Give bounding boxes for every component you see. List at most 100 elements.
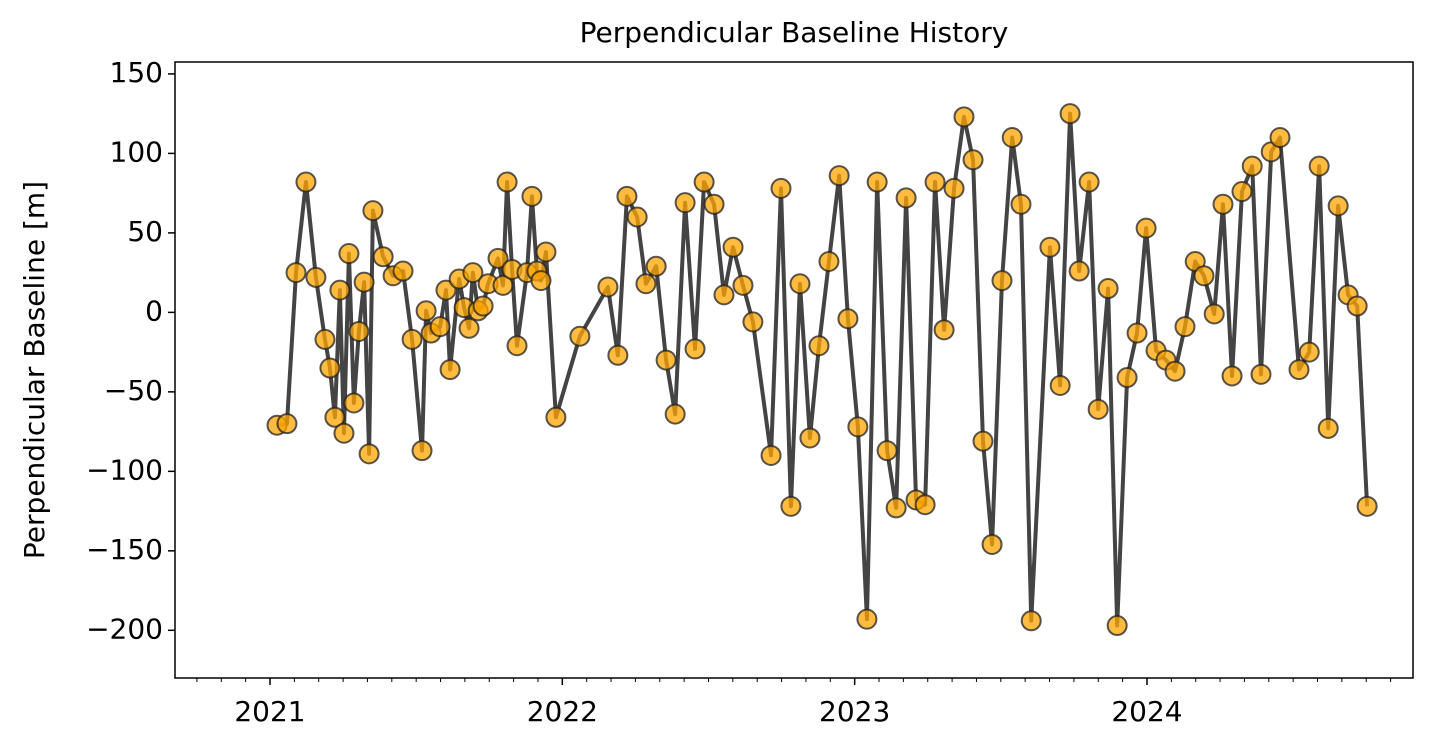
data-point xyxy=(1203,303,1225,325)
data-point xyxy=(305,266,327,288)
data-point xyxy=(1135,217,1157,239)
data-point xyxy=(1010,193,1032,215)
data-point xyxy=(742,311,764,333)
data-point xyxy=(1212,193,1234,215)
data-point xyxy=(429,316,451,338)
data-point xyxy=(530,270,552,292)
data-point xyxy=(506,335,528,357)
data-point xyxy=(895,187,917,209)
data-point xyxy=(439,359,461,381)
data-point xyxy=(492,274,514,296)
data-point xyxy=(295,171,317,193)
data-point xyxy=(338,243,360,265)
data-point xyxy=(1164,360,1186,382)
data-point xyxy=(1126,322,1148,344)
data-point xyxy=(401,328,423,350)
data-point xyxy=(684,338,706,360)
data-point xyxy=(799,427,821,449)
data-point xyxy=(1116,367,1138,389)
data-point xyxy=(828,165,850,187)
y-tick-label: 0 xyxy=(145,294,163,327)
data-point xyxy=(981,533,1003,555)
y-tick-label: −200 xyxy=(86,612,163,645)
data-point xyxy=(1317,417,1339,439)
data-point xyxy=(943,177,965,199)
data-point xyxy=(1174,316,1196,338)
data-point xyxy=(808,335,830,357)
data-point xyxy=(462,262,484,284)
data-point xyxy=(324,406,346,428)
data-point xyxy=(818,251,840,273)
data-point xyxy=(496,171,518,193)
data-point xyxy=(343,392,365,414)
data-point xyxy=(458,317,480,339)
data-point xyxy=(885,497,907,519)
data-point xyxy=(1221,365,1243,387)
data-point xyxy=(1346,295,1368,317)
data-point xyxy=(1241,155,1263,177)
data-point xyxy=(1269,127,1291,149)
data-point xyxy=(1087,398,1109,420)
data-point xyxy=(285,262,307,284)
data-point xyxy=(856,608,878,630)
data-point xyxy=(1250,363,1272,385)
data-point xyxy=(1308,155,1330,177)
y-tick-label: −150 xyxy=(86,533,163,566)
data-point xyxy=(1078,171,1100,193)
data-point xyxy=(953,106,975,128)
data-point xyxy=(789,273,811,295)
data-point xyxy=(1193,265,1215,287)
data-point xyxy=(569,325,591,347)
data-point xyxy=(1356,495,1378,517)
data-point xyxy=(372,246,394,268)
data-point xyxy=(616,185,638,207)
y-tick-label: 150 xyxy=(110,56,163,89)
data-point xyxy=(760,444,782,466)
data-point xyxy=(1068,260,1090,282)
data-point xyxy=(626,206,648,228)
chart-title: Perpendicular Baseline History xyxy=(580,16,1009,49)
data-point xyxy=(1020,610,1042,632)
data-point xyxy=(693,171,715,193)
x-tick-label: 2022 xyxy=(527,695,598,728)
data-point xyxy=(962,149,984,171)
plot-frame xyxy=(174,61,1414,679)
data-point xyxy=(276,413,298,435)
data-point xyxy=(597,276,619,298)
data-point xyxy=(713,284,735,306)
data-point xyxy=(411,440,433,462)
data-point xyxy=(392,260,414,282)
x-tick-label: 2021 xyxy=(234,695,305,728)
data-point xyxy=(635,273,657,295)
data-point xyxy=(674,192,696,214)
data-point xyxy=(521,185,543,207)
data-point xyxy=(924,171,946,193)
data-point xyxy=(732,274,754,296)
data-point xyxy=(333,422,355,444)
data-point xyxy=(866,171,888,193)
data-point xyxy=(435,279,457,301)
data-point xyxy=(1288,359,1310,381)
data-point xyxy=(607,344,629,366)
data-point xyxy=(664,403,686,425)
data-point xyxy=(837,308,859,330)
x-tick-label: 2024 xyxy=(1111,695,1182,728)
y-tick-label: −50 xyxy=(104,374,163,407)
data-point xyxy=(972,430,994,452)
data-point xyxy=(722,236,744,258)
data-point xyxy=(1059,103,1081,125)
data-point xyxy=(645,255,667,277)
data-point xyxy=(655,349,677,371)
y-axis-label: Perpendicular Baseline [m] xyxy=(18,181,51,559)
data-point xyxy=(1049,374,1071,396)
data-point xyxy=(780,495,802,517)
data-point xyxy=(487,247,509,269)
data-point xyxy=(535,241,557,263)
data-point xyxy=(847,416,869,438)
data-point xyxy=(1097,278,1119,300)
data-point xyxy=(319,357,341,379)
data-point xyxy=(353,271,375,293)
y-tick-label: 50 xyxy=(127,215,163,248)
